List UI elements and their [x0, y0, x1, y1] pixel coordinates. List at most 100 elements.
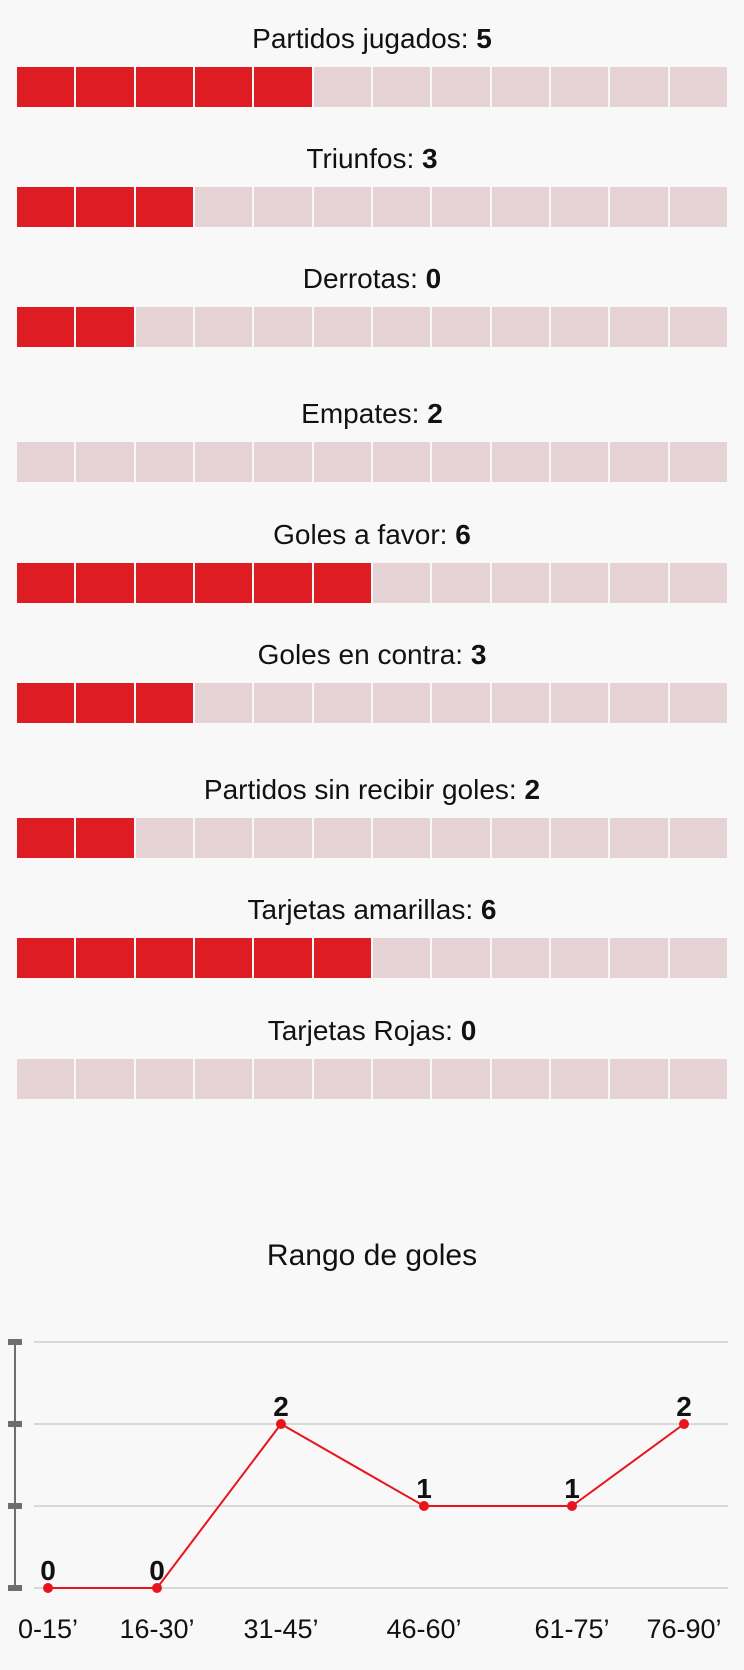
chart-data-label: 1 [416, 1473, 432, 1504]
chart-x-tick-label: 76-90’ [646, 1614, 721, 1644]
bar-segment-empty [17, 442, 75, 482]
bar-segment-empty [313, 307, 371, 347]
bar-segment-filled [313, 563, 371, 603]
bar-segment-empty [135, 307, 193, 347]
bar-segment-empty [313, 187, 371, 227]
bar-segment-empty [313, 67, 371, 107]
bar-segment-empty [313, 1059, 371, 1099]
bar-segment-empty [610, 187, 668, 227]
bar-segment-empty [135, 442, 193, 482]
stat-label-text: Goles a favor: [273, 519, 448, 550]
bar-segment-empty [610, 1059, 668, 1099]
bar-segment-empty [254, 442, 312, 482]
bar-segment-empty [491, 307, 549, 347]
bar-segment-filled [135, 938, 193, 978]
bar-segment-empty [432, 442, 490, 482]
bar-segment-empty [491, 1059, 549, 1099]
bar-segment-empty [194, 442, 253, 482]
stat-label: Derrotas: 0 [0, 262, 744, 296]
bar-segment-filled [254, 938, 312, 978]
chart-title: Rango de goles [266, 1239, 478, 1272]
bar-segment-empty [491, 683, 549, 723]
chart-data-label: 0 [40, 1555, 56, 1586]
bar-segment-empty [372, 307, 431, 347]
bar-segment-filled [17, 683, 75, 723]
stat-value: 0 [460, 1015, 477, 1046]
bar-segment-empty [669, 818, 727, 858]
bar-segment-empty [550, 563, 609, 603]
segment-bar [17, 563, 727, 603]
bar-segment-empty [372, 683, 431, 723]
stat-value: 3 [422, 143, 438, 174]
stat-value: 6 [480, 894, 497, 925]
bar-segment-filled [76, 307, 134, 347]
stat-value: 0 [425, 263, 442, 294]
bar-segment-empty [76, 1059, 134, 1099]
bar-segment-empty [669, 1059, 727, 1099]
chart-line [48, 1423, 685, 1589]
bar-segment-filled [194, 67, 253, 107]
bar-segment-filled [76, 67, 134, 107]
bar-segment-empty [669, 67, 727, 107]
bar-segment-filled [194, 938, 253, 978]
bar-segment-filled [76, 187, 134, 227]
bar-segment-filled [135, 683, 193, 723]
chart-x-tick-label: 61-75’ [534, 1614, 609, 1644]
bar-segment-empty [610, 938, 668, 978]
bar-segment-filled [313, 938, 371, 978]
bar-segment-filled [76, 938, 134, 978]
bar-segment-empty [550, 683, 609, 723]
bar-segment-empty [194, 1059, 253, 1099]
stat-value: 2 [427, 398, 443, 429]
bar-segment-filled [76, 818, 134, 858]
bar-segment-empty [669, 187, 727, 227]
bar-segment-filled [17, 818, 75, 858]
bar-segment-empty [550, 442, 609, 482]
stat-label-text: Partidos sin recibir goles: [203, 774, 517, 805]
bar-segment-empty [313, 818, 371, 858]
chart-x-tick-labels: 0-15’ 16-30’ 31-45’ 46-60’ 61-75’ 76-90’ [18, 1614, 722, 1644]
bar-segment-filled [135, 187, 193, 227]
bar-segment-empty [194, 818, 253, 858]
bar-segment-empty [432, 67, 490, 107]
bar-segment-empty [254, 307, 312, 347]
bar-segment-empty [550, 67, 609, 107]
bar-segment-empty [194, 683, 253, 723]
bar-segment-filled [135, 563, 193, 603]
chart-gridlines [34, 1341, 728, 1589]
bar-segment-empty [372, 563, 431, 603]
bar-segment-empty [491, 187, 549, 227]
chart-y-axis [8, 1339, 22, 1591]
bar-segment-empty [254, 683, 312, 723]
bar-segment-filled [76, 683, 134, 723]
bar-segment-empty [669, 683, 727, 723]
stat-label-text: Triunfos: [306, 143, 415, 174]
stat-label: Goles en contra: 3 [0, 638, 744, 672]
chart-data-point [679, 1419, 689, 1429]
bar-segment-empty [610, 307, 668, 347]
chart-x-tick-label: 16-30’ [119, 1614, 194, 1644]
chart-data-labels: 0 0 2 1 1 2 [40, 1391, 692, 1586]
bar-segment-filled [254, 563, 312, 603]
bar-segment-empty [550, 307, 609, 347]
bar-segment-empty [194, 307, 253, 347]
bar-segment-empty [194, 187, 253, 227]
bar-segment-empty [135, 1059, 193, 1099]
stat-label: Tarjetas amarillas: 6 [0, 893, 744, 927]
stat-value: 6 [455, 519, 471, 550]
stat-label: Partidos sin recibir goles: 2 [0, 773, 744, 807]
segment-bar [17, 818, 727, 858]
chart-data-label: 2 [676, 1391, 692, 1422]
chart-series-line [48, 1423, 685, 1589]
bar-segment-empty [17, 1059, 75, 1099]
chart-data-point [567, 1501, 577, 1511]
bar-segment-filled [194, 563, 253, 603]
bar-segment-empty [491, 938, 549, 978]
segment-bar [17, 307, 727, 347]
bar-segment-empty [432, 683, 490, 723]
bar-segment-empty [550, 938, 609, 978]
stat-value: 3 [470, 639, 487, 670]
segment-bar [17, 187, 727, 227]
chart-data-label: 1 [564, 1473, 580, 1504]
stat-value: 5 [476, 23, 492, 54]
